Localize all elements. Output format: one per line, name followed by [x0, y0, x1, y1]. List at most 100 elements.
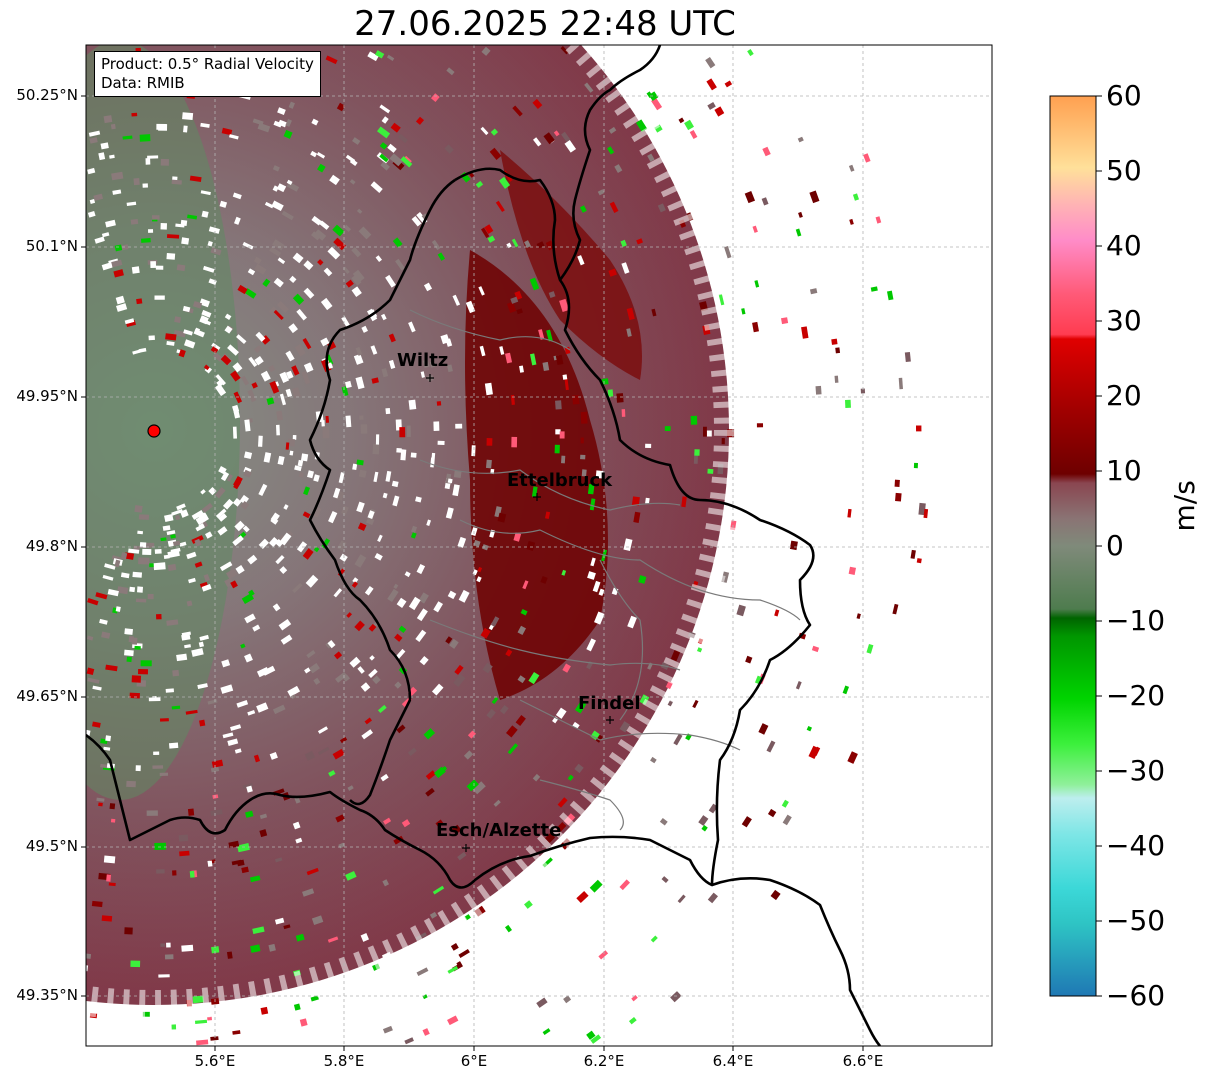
radar-gate	[106, 874, 112, 882]
radar-gate	[560, 45, 569, 55]
radar-gate	[120, 552, 128, 560]
radar-gate	[191, 648, 204, 657]
radar-gate	[88, 130, 101, 137]
radar-gate	[159, 718, 169, 722]
radar-gate	[466, 779, 479, 792]
radar-gate	[295, 933, 305, 942]
radar-gate	[345, 279, 354, 288]
radar-gate	[147, 229, 154, 233]
radar-gate	[815, 385, 822, 395]
radar-gate	[159, 772, 169, 777]
radar-gate	[302, 338, 312, 350]
radar-gate	[452, 484, 460, 497]
radar-gate	[280, 634, 293, 645]
radar-gate	[146, 810, 158, 816]
radar-gate	[381, 368, 389, 378]
radar-gate	[356, 208, 363, 214]
radar-gate	[176, 653, 188, 662]
radar-gate	[351, 286, 362, 297]
radar-gate	[505, 352, 513, 364]
radar-gate	[270, 512, 280, 523]
radar-gate	[253, 256, 262, 265]
radar-gate	[341, 386, 349, 397]
lat-label: 49.95°N	[16, 387, 78, 405]
radar-gate	[561, 455, 566, 464]
radar-gate	[336, 102, 346, 112]
radar-gate	[486, 708, 496, 719]
radar-gate	[230, 370, 241, 382]
radar-gate	[379, 104, 391, 114]
radar-gate	[283, 504, 289, 510]
radar-gate	[231, 859, 242, 866]
radar-gate	[232, 192, 242, 200]
radar-gate	[160, 943, 166, 947]
radar-gate	[194, 1019, 208, 1024]
radar-gate	[131, 112, 138, 117]
radar-gate	[562, 663, 571, 673]
radar-gate	[504, 924, 512, 933]
radar-gate	[236, 700, 249, 708]
radar-gate	[782, 814, 792, 826]
radar-gate	[201, 583, 212, 592]
radar-gate	[370, 345, 378, 355]
radar-gate	[684, 119, 694, 131]
radar-gate	[536, 997, 548, 1008]
radar-gate	[210, 766, 220, 773]
radar-gate	[128, 548, 140, 554]
radar-gate	[226, 474, 233, 482]
radar-gate	[214, 487, 226, 499]
radar-gate	[422, 1028, 430, 1036]
radar-site-marker[interactable]	[147, 424, 161, 438]
radar-gate	[262, 278, 271, 287]
radar-gate	[681, 496, 687, 508]
radar-gate	[87, 677, 100, 684]
radar-gate	[368, 668, 378, 679]
radar-gate	[94, 236, 105, 244]
radar-gate	[172, 540, 181, 547]
radar-gate	[199, 581, 208, 588]
radar-gate	[886, 290, 894, 301]
radar-gate	[447, 590, 457, 600]
radar-gate	[457, 536, 467, 548]
radar-gate	[283, 924, 291, 930]
radar-gate	[218, 513, 228, 522]
radar-gate	[302, 373, 311, 385]
radar-gate	[852, 193, 860, 201]
radar-gate	[564, 140, 577, 153]
radar-gate	[482, 662, 493, 674]
radar-gate	[621, 409, 626, 417]
radar-gate	[264, 201, 274, 209]
radar-gate	[341, 316, 350, 327]
radar-gate	[396, 597, 407, 608]
radar-gate	[455, 423, 463, 429]
radar-gate	[114, 244, 123, 252]
radar-gate	[92, 721, 101, 728]
radar-gate	[171, 1041, 181, 1046]
radar-gate	[345, 154, 356, 163]
radar-gate	[651, 97, 663, 111]
radar-gate	[382, 1025, 393, 1034]
radar-gate	[352, 463, 358, 471]
radar-gate	[329, 174, 340, 186]
radar-gate	[207, 1016, 212, 1021]
radar-gate	[285, 350, 295, 362]
lon-label: 6.6°E	[842, 1052, 884, 1070]
radar-gate	[344, 380, 352, 389]
radar-gate	[138, 514, 150, 520]
radar-gate	[418, 592, 429, 604]
radar-gate	[515, 715, 526, 726]
radar-gate	[126, 656, 132, 663]
radar-gate	[198, 641, 205, 648]
radar-gate	[479, 345, 486, 357]
radar-gate	[308, 663, 320, 674]
radar-gate	[117, 586, 129, 595]
radar-gate	[631, 995, 638, 1002]
radar-gate	[923, 508, 929, 519]
radar-gate	[141, 238, 151, 243]
radar-gate	[212, 352, 224, 362]
radar-gate	[740, 173, 750, 185]
radar-gate	[393, 835, 404, 845]
radar-gate	[158, 974, 170, 978]
radar-gate	[200, 489, 206, 495]
